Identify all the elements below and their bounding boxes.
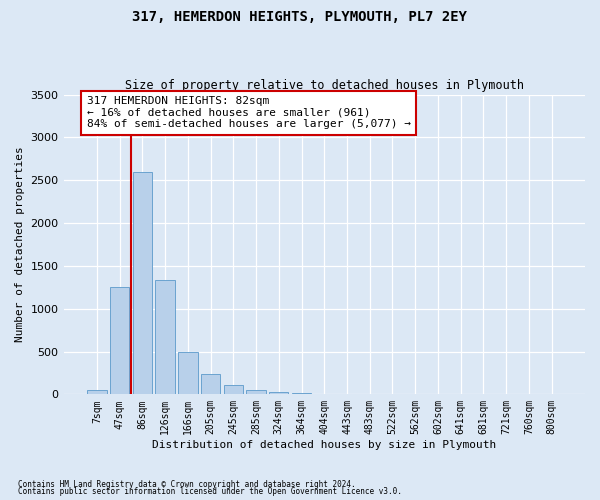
- Text: 317 HEMERDON HEIGHTS: 82sqm
← 16% of detached houses are smaller (961)
84% of se: 317 HEMERDON HEIGHTS: 82sqm ← 16% of det…: [86, 96, 410, 130]
- Text: 317, HEMERDON HEIGHTS, PLYMOUTH, PL7 2EY: 317, HEMERDON HEIGHTS, PLYMOUTH, PL7 2EY: [133, 10, 467, 24]
- Text: Contains HM Land Registry data © Crown copyright and database right 2024.: Contains HM Land Registry data © Crown c…: [18, 480, 356, 489]
- Bar: [87, 390, 107, 394]
- Title: Size of property relative to detached houses in Plymouth: Size of property relative to detached ho…: [125, 79, 524, 92]
- Text: Contains public sector information licensed under the Open Government Licence v3: Contains public sector information licen…: [18, 488, 402, 496]
- Bar: [155, 280, 175, 394]
- Bar: [110, 288, 130, 395]
- Bar: [133, 172, 152, 394]
- Y-axis label: Number of detached properties: Number of detached properties: [15, 146, 25, 342]
- Bar: [269, 392, 289, 394]
- Bar: [178, 352, 197, 395]
- X-axis label: Distribution of detached houses by size in Plymouth: Distribution of detached houses by size …: [152, 440, 496, 450]
- Bar: [247, 390, 266, 394]
- Bar: [224, 385, 243, 394]
- Bar: [201, 374, 220, 394]
